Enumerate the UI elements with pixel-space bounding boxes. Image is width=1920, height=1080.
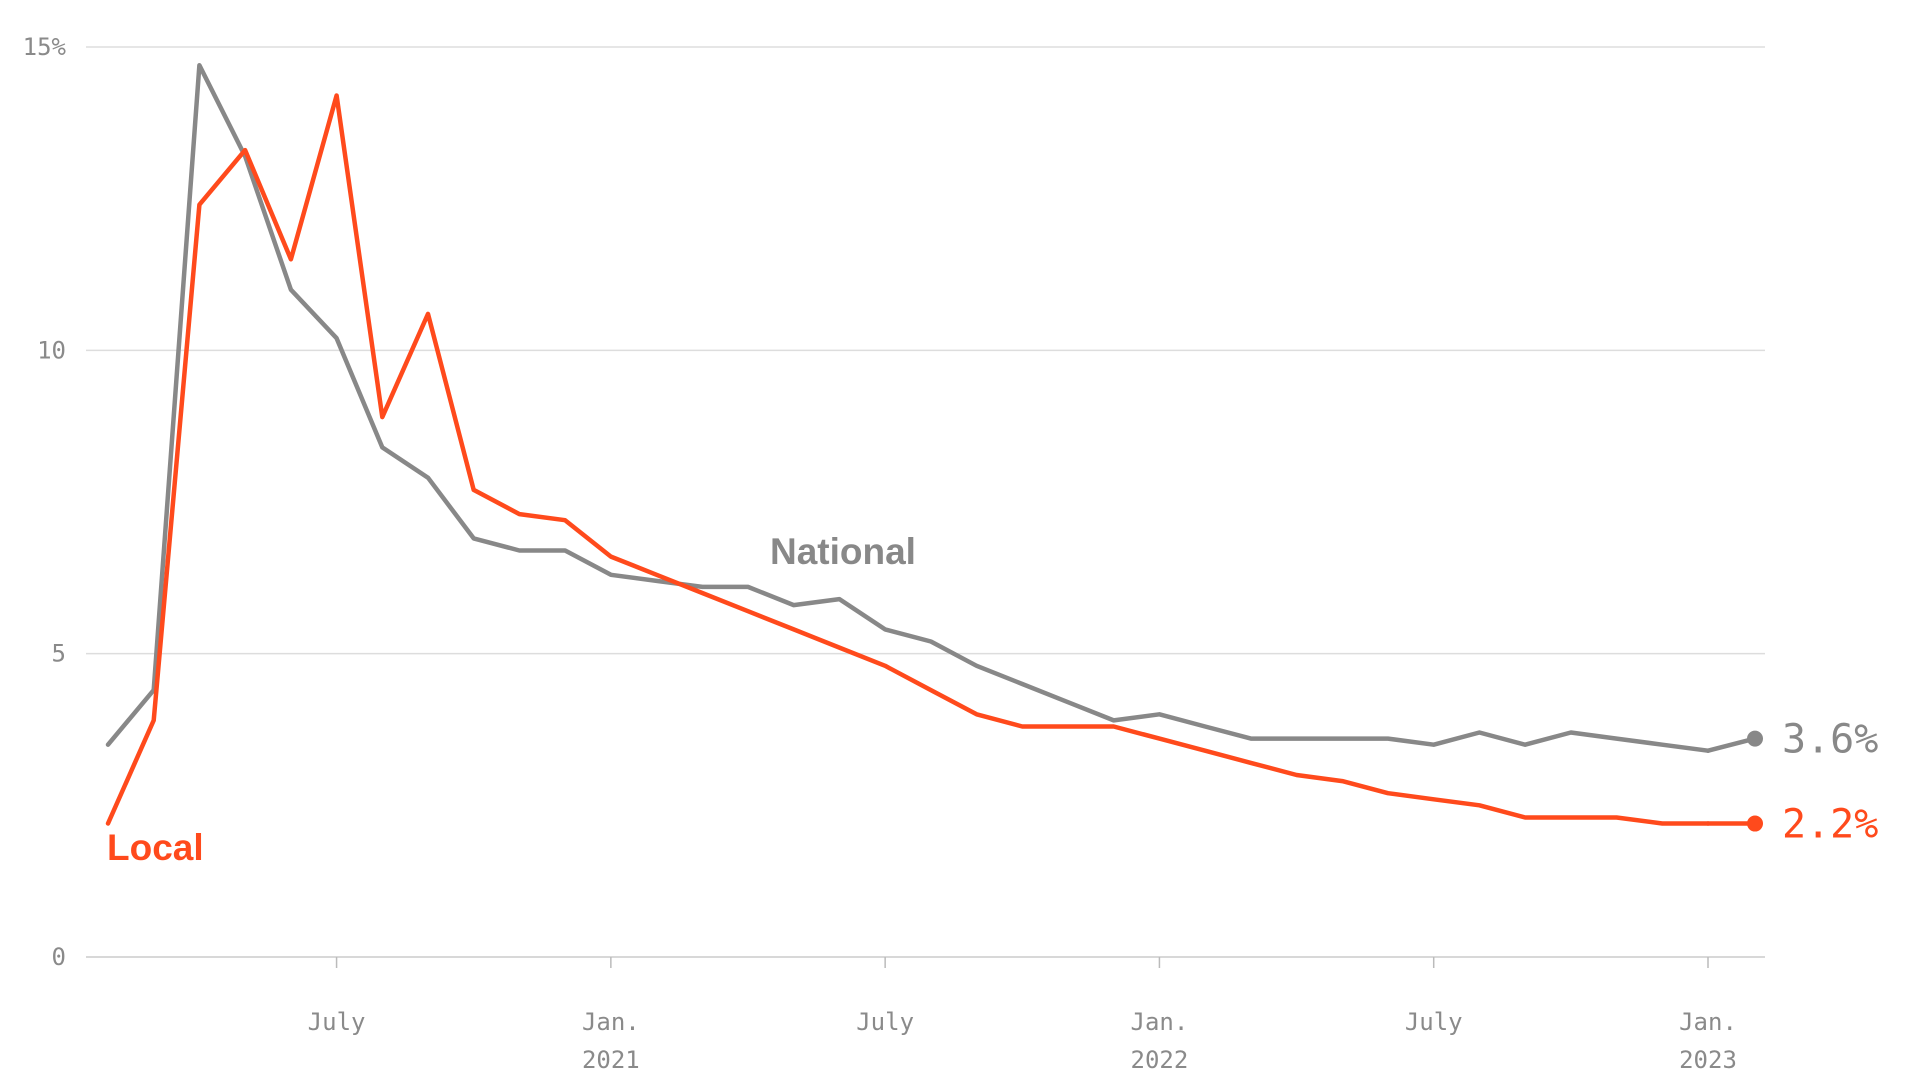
y-tick-label: 5 <box>52 640 66 668</box>
series-end-label: 2.2% <box>1782 802 1878 848</box>
series-end-marker <box>1747 815 1763 832</box>
x-tick-label: July <box>1405 1008 1463 1036</box>
x-tick-year-label: 2021 <box>582 1046 640 1074</box>
y-axis-ticks: 0 5 10 15% <box>23 33 67 971</box>
series-line-local <box>105 93 1711 826</box>
y-tick-label: 0 <box>52 943 66 971</box>
series-label-national: National <box>770 531 916 572</box>
gridlines <box>86 46 1765 958</box>
series-end-markers: 3.6% 2.2% <box>1747 717 1878 848</box>
series-end-connector <box>1705 736 1758 753</box>
x-tick-year-label: 2022 <box>1131 1046 1189 1074</box>
x-tick-label: July <box>308 1008 366 1036</box>
series-labels: National Local <box>107 531 916 868</box>
series-end-marker <box>1747 730 1763 747</box>
x-tick-label: Jan. <box>582 1008 640 1036</box>
x-tick-label: Jan. <box>1131 1008 1189 1036</box>
series-end-label: 3.6% <box>1782 717 1878 763</box>
y-tick-label: 10 <box>37 336 66 364</box>
x-axis-ticks: July Jan. 2021 July Jan. 2022 July Jan. 2023 <box>308 957 1737 1074</box>
x-tick-year-label: 2023 <box>1679 1046 1737 1074</box>
series-label-local: Local <box>107 827 204 868</box>
series-lines <box>105 62 1758 826</box>
x-tick-label: Jan. <box>1679 1008 1737 1036</box>
x-tick-label: July <box>856 1008 914 1036</box>
series-line-national <box>105 62 1711 753</box>
y-tick-label: 15% <box>23 33 67 61</box>
